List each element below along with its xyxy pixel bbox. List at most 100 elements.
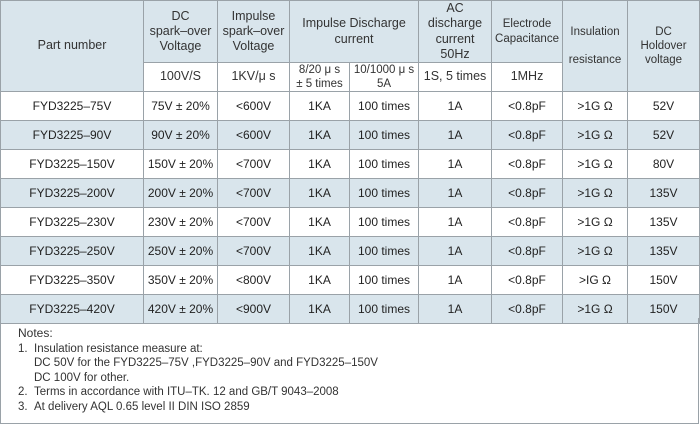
note-item: 3. At delivery AQL 0.65 level II DIN ISO… [18, 400, 688, 415]
cell-impulse-spark: <700V [217, 149, 290, 180]
cell-capacitance: <0.8pF [491, 178, 564, 209]
subheader-impulse-8-20: 8/20 μ s ± 5 times [289, 61, 350, 93]
cell-dc-spark: 350V ± 20% [143, 265, 218, 296]
cell-part-number: FYD3225–90V [0, 120, 144, 151]
cell-dc-spark: 250V ± 20% [143, 236, 218, 267]
cell-impulse-10-1000: 100 times [348, 178, 420, 209]
cell-dc-spark: 150V ± 20% [143, 149, 218, 180]
cell-capacitance: <0.8pF [491, 236, 564, 267]
cell-impulse-8-20: 1KA [289, 120, 350, 151]
note-line: DC 50V for the FYD3225–75V ,FYD3225–90V … [34, 357, 378, 370]
cell-capacitance: <0.8pF [491, 149, 564, 180]
header-dc-holdover: DC Holdover voltage [627, 0, 700, 93]
cell-ac-discharge: 1A [418, 294, 493, 325]
cell-ac-discharge: 1A [418, 178, 493, 209]
cell-part-number: FYD3225–230V [0, 207, 144, 238]
cell-impulse-10-1000: 100 times [348, 120, 420, 151]
cell-dc-spark: 200V ± 20% [143, 178, 218, 209]
cell-part-number: FYD3225–350V [0, 265, 144, 296]
cell-holdover: 150V [627, 265, 700, 296]
cell-impulse-spark: <900V [217, 294, 290, 325]
cell-part-number: FYD3225–250V [0, 236, 144, 267]
cell-ac-discharge: 1A [418, 207, 493, 238]
cell-impulse-spark: <600V [217, 91, 290, 122]
subheader-electrode-capacitance: 1MHz [491, 61, 564, 93]
cell-holdover: 52V [627, 91, 700, 122]
cell-part-number: FYD3225–200V [0, 178, 144, 209]
header-insulation: Insulation resistance [562, 0, 629, 93]
spec-table: Part number DC spark–over Voltage Impuls… [0, 0, 700, 325]
table-row: FYD3225–150V 150V ± 20% <700V 1KA 100 ti… [0, 149, 700, 180]
cell-insulation: >1G Ω [562, 294, 629, 325]
cell-impulse-10-1000: 100 times [348, 91, 420, 122]
cell-impulse-8-20: 1KA [289, 236, 350, 267]
subheader-impulse-spark: 1KV/μ s [217, 61, 290, 93]
notes-border-bottom [0, 423, 699, 424]
note-number: 1. [18, 342, 28, 355]
cell-holdover: 135V [627, 178, 700, 209]
header-part-number: Part number [0, 0, 144, 93]
cell-impulse-8-20: 1KA [289, 294, 350, 325]
note-line: Terms in accordance with ITU–TK. 12 and … [34, 386, 339, 399]
cell-impulse-8-20: 1KA [289, 149, 350, 180]
table-row: FYD3225–75V 75V ± 20% <600V 1KA 100 time… [0, 91, 700, 122]
cell-impulse-spark: <700V [217, 207, 290, 238]
header-dc-spark: DC spark–over Voltage [143, 0, 218, 63]
table-row: FYD3225–230V 230V ± 20% <700V 1KA 100 ti… [0, 207, 700, 238]
cell-impulse-10-1000: 100 times [348, 236, 420, 267]
note-line: Insulation resistance measure at: [34, 342, 203, 355]
cell-capacitance: <0.8pF [491, 294, 564, 325]
cell-impulse-8-20: 1KA [289, 178, 350, 209]
header-impulse-discharge: Impulse Discharge current [288, 0, 420, 63]
cell-holdover: 135V [627, 236, 700, 267]
note-line: DC 100V for other. [34, 371, 130, 384]
table-row: FYD3225–200V 200V ± 20% <700V 1KA 100 ti… [0, 178, 700, 209]
notes-section: Notes: 1. Insulation resistance measure … [18, 326, 688, 415]
notes-title: Notes: [18, 326, 53, 340]
cell-holdover: 52V [627, 120, 700, 151]
subheader-dc-spark: 100V/S [143, 61, 218, 93]
notes-border-left [0, 318, 1, 424]
cell-ac-discharge: 1A [418, 120, 493, 151]
table-row: FYD3225–350V 350V ± 20% <800V 1KA 100 ti… [0, 265, 700, 296]
cell-impulse-spark: <600V [217, 120, 290, 151]
cell-capacitance: <0.8pF [491, 265, 564, 296]
cell-impulse-spark: <800V [217, 265, 290, 296]
cell-impulse-8-20: 1KA [289, 207, 350, 238]
cell-impulse-spark: <700V [217, 178, 290, 209]
cell-insulation: >1G Ω [562, 178, 629, 209]
note-item: 1. Insulation resistance measure at: DC … [18, 342, 688, 386]
cell-impulse-8-20: 1KA [289, 265, 350, 296]
note-item: 2. Terms in accordance with ITU–TK. 12 a… [18, 385, 688, 400]
header-row: Part number DC spark–over Voltage Impuls… [0, 0, 700, 93]
subheader-impulse-10-1000: 10/1000 μ s 5A [348, 61, 420, 93]
cell-impulse-spark: <700V [217, 236, 290, 267]
cell-ac-discharge: 1A [418, 265, 493, 296]
cell-dc-spark: 90V ± 20% [143, 120, 218, 151]
note-line: At delivery AQL 0.65 level II DIN ISO 28… [34, 400, 250, 413]
cell-part-number: FYD3225–75V [0, 91, 144, 122]
cell-insulation: >1G Ω [562, 91, 629, 122]
cell-insulation: >1G Ω [562, 149, 629, 180]
cell-holdover: 135V [627, 207, 700, 238]
cell-part-number: FYD3225–150V [0, 149, 144, 180]
cell-impulse-10-1000: 100 times [348, 207, 420, 238]
note-number: 2. [18, 386, 28, 399]
table-row: FYD3225–420V 420V ± 20% <900V 1KA 100 ti… [0, 294, 700, 325]
cell-ac-discharge: 1A [418, 236, 493, 267]
subheader-ac-discharge: 1S, 5 times [418, 61, 493, 93]
table-row: FYD3225–250V 250V ± 20% <700V 1KA 100 ti… [0, 236, 700, 267]
cell-ac-discharge: 1A [418, 149, 493, 180]
header-electrode-capacitance: Electrode Capacitance [491, 0, 564, 63]
cell-insulation: >1G Ω [562, 207, 629, 238]
subheader-row: 100V/S 1KV/μ s 8/20 μ s ± 5 times 10/100… [1, 61, 700, 93]
cell-insulation: >IG Ω [562, 265, 629, 296]
notes-border-right [698, 318, 699, 424]
cell-insulation: >1G Ω [562, 236, 629, 267]
header-ac-discharge: AC discharge current 50Hz [418, 0, 493, 63]
table-row: FYD3225–90V 90V ± 20% <600V 1KA 100 time… [0, 120, 700, 151]
cell-impulse-10-1000: 100 times [348, 294, 420, 325]
cell-capacitance: <0.8pF [491, 207, 564, 238]
cell-part-number: FYD3225–420V [0, 294, 144, 325]
header-impulse-spark: Impulse spark–over Voltage [217, 0, 290, 63]
